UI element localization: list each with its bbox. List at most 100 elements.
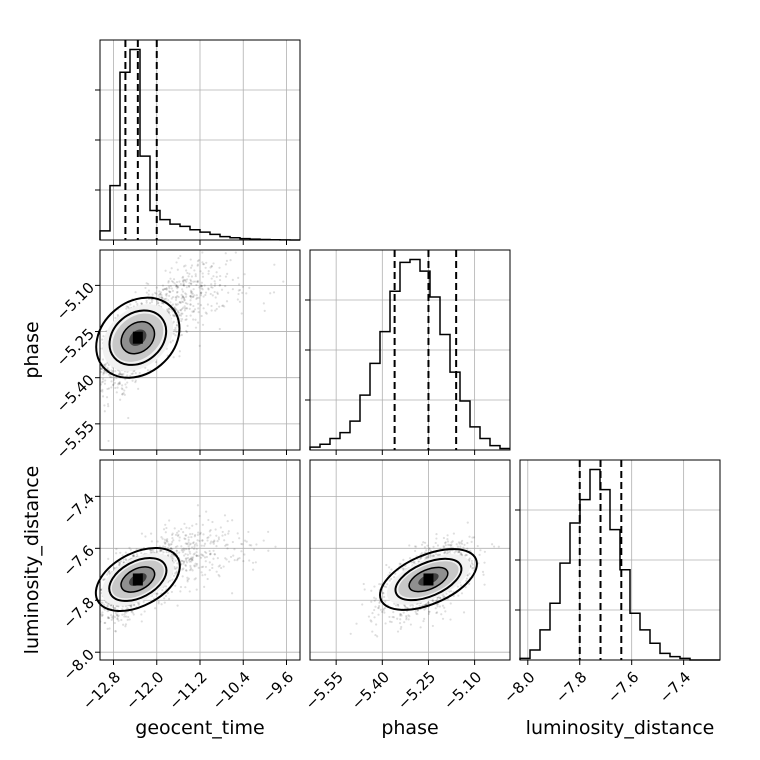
scatter-point bbox=[224, 557, 227, 560]
scatter-point bbox=[126, 374, 129, 377]
scatter-point bbox=[124, 558, 127, 561]
scatter-point bbox=[227, 560, 231, 563]
scatter-point bbox=[196, 544, 199, 547]
scatter-point bbox=[370, 589, 373, 592]
scatter-point bbox=[135, 553, 139, 556]
scatter-point bbox=[470, 540, 473, 543]
scatter-point bbox=[110, 369, 113, 372]
scatter-point bbox=[197, 531, 200, 534]
scatter-point bbox=[177, 311, 180, 314]
scatter-point bbox=[182, 278, 185, 281]
scatter-point bbox=[398, 562, 401, 565]
scatter-point bbox=[187, 541, 190, 544]
x-tick-label: −7.4 bbox=[656, 668, 694, 706]
scatter-point bbox=[422, 620, 425, 623]
scatter-point bbox=[145, 282, 148, 285]
scatter-point bbox=[173, 527, 176, 530]
scatter-point bbox=[108, 569, 111, 573]
scatter-point bbox=[136, 302, 139, 306]
scatter-point bbox=[132, 555, 135, 558]
scatter-point bbox=[123, 613, 126, 616]
scatter-point bbox=[171, 339, 174, 342]
scatter-point bbox=[191, 310, 194, 313]
scatter-point bbox=[122, 560, 125, 564]
scatter-point bbox=[450, 543, 453, 546]
scatter-point bbox=[214, 282, 217, 285]
scatter-point bbox=[179, 314, 183, 317]
scatter-point bbox=[185, 269, 188, 272]
scatter-point bbox=[218, 575, 221, 578]
scatter-point bbox=[189, 289, 193, 292]
panel-frame bbox=[309, 459, 511, 661]
scatter-point bbox=[106, 604, 109, 607]
scatter-point bbox=[140, 620, 143, 623]
scatter-point bbox=[212, 224, 214, 226]
scatter-point bbox=[211, 520, 214, 524]
scatter-point bbox=[183, 537, 186, 540]
scatter-point bbox=[195, 588, 198, 591]
scatter-point bbox=[221, 304, 224, 307]
scatter-point bbox=[393, 576, 396, 579]
scatter-point bbox=[130, 372, 133, 376]
scatter-point bbox=[444, 541, 447, 545]
scatter-point bbox=[126, 305, 130, 308]
y-tick-label: −7.4 bbox=[60, 490, 98, 528]
scatter-point bbox=[166, 308, 169, 311]
scatter-point bbox=[383, 606, 387, 610]
scatter-point bbox=[100, 370, 103, 374]
scatter-point bbox=[448, 543, 451, 547]
scatter-point bbox=[430, 555, 434, 558]
scatter-point bbox=[183, 284, 186, 287]
scatter-point bbox=[101, 601, 104, 604]
scatter-point bbox=[171, 289, 174, 292]
scatter-point bbox=[118, 561, 121, 564]
scatter-point bbox=[209, 528, 212, 532]
scatter-point bbox=[95, 361, 97, 363]
scatter-point bbox=[212, 557, 215, 560]
scatter-point bbox=[478, 553, 481, 556]
scatter-point bbox=[202, 263, 205, 266]
scatter-point bbox=[435, 553, 438, 556]
scatter-point bbox=[158, 295, 161, 299]
scatter-point bbox=[460, 542, 464, 545]
scatter-point bbox=[114, 316, 117, 320]
scatter-point bbox=[130, 610, 133, 613]
scatter-point bbox=[199, 533, 202, 536]
scatter-point bbox=[458, 551, 461, 554]
scatter-point bbox=[175, 570, 178, 573]
scatter-point bbox=[189, 566, 192, 569]
scatter-point bbox=[438, 596, 441, 599]
scatter-point bbox=[181, 548, 184, 551]
scatter-point bbox=[218, 278, 222, 282]
scatter-point bbox=[194, 577, 197, 580]
scatter-point bbox=[232, 554, 235, 557]
x-tick-label: −5.10 bbox=[440, 668, 485, 713]
scatter-point bbox=[134, 291, 137, 294]
scatter-point bbox=[117, 383, 120, 386]
scatter-point bbox=[210, 265, 213, 268]
scatter-point bbox=[196, 539, 199, 542]
scatter-point bbox=[212, 275, 215, 278]
scatter-point bbox=[122, 623, 125, 626]
scatter-point bbox=[145, 291, 148, 294]
scatter-point bbox=[190, 292, 193, 295]
scatter-point bbox=[221, 534, 224, 537]
scatter-point bbox=[112, 383, 115, 386]
scatter-point bbox=[180, 312, 183, 315]
scatter-point bbox=[225, 558, 228, 561]
scatter-point bbox=[431, 599, 434, 602]
scatter-point bbox=[113, 567, 117, 570]
scatter-point bbox=[89, 393, 91, 395]
scatter-point bbox=[170, 542, 173, 546]
scatter-point bbox=[179, 282, 182, 286]
scatter-point bbox=[81, 636, 83, 638]
scatter-point bbox=[243, 553, 246, 556]
scatter-point bbox=[167, 543, 170, 546]
scatter-point bbox=[104, 379, 107, 382]
scatter-point bbox=[178, 536, 181, 539]
x-tick-label: −7.8 bbox=[552, 668, 590, 706]
scatter-point bbox=[189, 558, 192, 561]
scatter-point bbox=[472, 536, 476, 539]
scatter-point bbox=[185, 561, 189, 564]
